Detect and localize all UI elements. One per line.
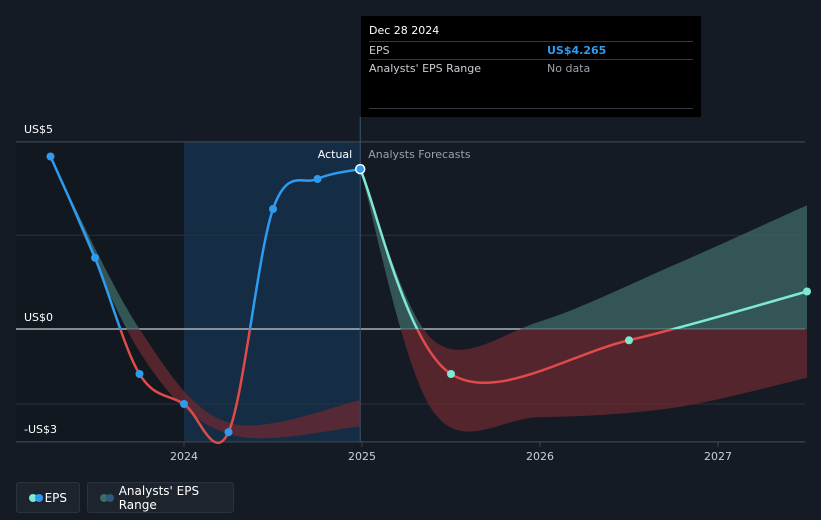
eps-actual-point-5 <box>269 205 277 213</box>
y-tick-label-top: US$5 <box>24 123 54 136</box>
eps-actual-point-0 <box>46 152 55 161</box>
tooltip-date: Dec 28 2024 <box>369 24 440 37</box>
eps-actual-point-2 <box>135 370 144 378</box>
eps-actual-point-1 <box>91 253 99 262</box>
past-range-band-negative <box>126 329 361 439</box>
tooltip: Dec 28 2024 EPS US$4.265 Analysts' EPS R… <box>361 16 701 117</box>
eps-forecast-point-3 <box>803 287 811 296</box>
legend-eps[interactable]: EPS <box>16 482 80 513</box>
legend-eps-label: EPS <box>44 490 67 505</box>
x-tick-label-2027: 2027 <box>704 450 732 463</box>
tooltip-eps-label: EPS <box>369 44 390 57</box>
eps-forecast-line-negative <box>415 329 679 385</box>
label-actual: Actual <box>318 148 352 161</box>
eps-actual-point-4 <box>224 428 233 437</box>
tooltip-range-label: Analysts' EPS Range <box>369 62 482 75</box>
past-shade <box>16 142 184 442</box>
eps-forecast-line-positive <box>359 168 808 329</box>
highlight-region <box>184 142 361 442</box>
forecast-range-band-positive <box>360 169 807 329</box>
legend-range[interactable]: Analysts' EPS Range <box>87 482 234 513</box>
x-tick-label-2026: 2026 <box>526 450 554 463</box>
label-analysts-forecasts: Analysts Forecasts <box>368 148 471 161</box>
eps-actual-line-negative <box>118 329 252 444</box>
eps-forecast-point-2 <box>625 336 633 345</box>
legend-range-label: Analysts' EPS Range <box>118 483 200 512</box>
tooltip-row-eps: EPS US$4.265 <box>369 41 693 59</box>
x-tick-label-2025: 2025 <box>348 450 376 463</box>
range-legend-icon <box>100 493 114 502</box>
forecast-range-band-negative <box>400 329 807 432</box>
tooltip-row-range: Analysts' EPS Range No data <box>369 59 693 77</box>
eps-chart: 2024 2025 2026 2027 Actual Analysts Forecasts <box>16 117 811 463</box>
eps-forecast-point-1 <box>447 370 455 378</box>
tooltip-eps-value: US$4.265 <box>547 44 607 57</box>
eps-actual-point-3 <box>180 400 188 408</box>
selected-point <box>354 163 366 175</box>
eps-actual-point-6 <box>313 175 322 183</box>
y-tick-label-bottom: -US$3 <box>24 423 57 436</box>
eps-actual-line-positive <box>49 155 361 329</box>
eps-legend-icon <box>29 493 43 502</box>
x-tick-label-2024: 2024 <box>170 450 198 463</box>
tooltip-divider <box>369 108 693 109</box>
tooltip-range-value: No data <box>547 62 591 75</box>
y-tick-label-zero: US$0 <box>24 311 54 324</box>
